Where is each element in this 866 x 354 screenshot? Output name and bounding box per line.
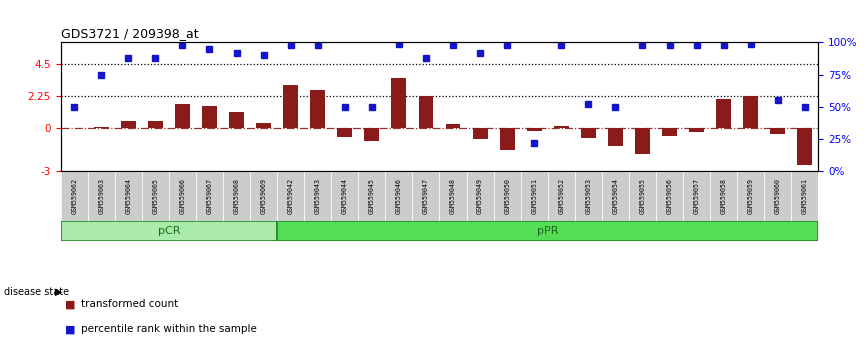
Text: percentile rank within the sample: percentile rank within the sample <box>81 324 256 334</box>
Bar <box>602 171 629 221</box>
Text: GSM559057: GSM559057 <box>694 178 700 214</box>
Bar <box>520 171 547 221</box>
Bar <box>391 78 406 129</box>
Text: GSM559048: GSM559048 <box>450 178 456 214</box>
Text: GSM559068: GSM559068 <box>234 178 240 214</box>
Bar <box>202 106 216 129</box>
Bar <box>656 171 683 221</box>
Text: transformed count: transformed count <box>81 299 178 309</box>
Bar <box>527 129 541 131</box>
Text: GSM559043: GSM559043 <box>314 178 320 214</box>
Bar <box>547 171 575 221</box>
Text: GSM559058: GSM559058 <box>721 178 727 214</box>
Bar <box>439 171 467 221</box>
Text: GSM559062: GSM559062 <box>71 178 77 214</box>
Bar <box>764 171 792 221</box>
Text: GSM559055: GSM559055 <box>639 178 645 214</box>
Bar <box>494 171 520 221</box>
Text: GSM559066: GSM559066 <box>179 178 185 214</box>
Bar <box>629 171 656 221</box>
Bar <box>310 90 325 129</box>
Text: GSM559046: GSM559046 <box>396 178 402 214</box>
Bar <box>121 120 136 129</box>
Text: GSM559065: GSM559065 <box>152 178 158 214</box>
Text: ■: ■ <box>65 324 75 334</box>
Text: GDS3721 / 209398_at: GDS3721 / 209398_at <box>61 27 198 40</box>
Text: GSM559060: GSM559060 <box>775 178 781 214</box>
Bar <box>61 171 87 221</box>
Text: GSM559052: GSM559052 <box>559 178 565 214</box>
Text: GSM559067: GSM559067 <box>206 178 212 214</box>
Text: GSM559069: GSM559069 <box>261 178 267 214</box>
Bar <box>142 171 169 221</box>
Bar <box>196 171 223 221</box>
Text: GSM559051: GSM559051 <box>531 178 537 214</box>
Bar <box>365 129 379 141</box>
Text: GSM559054: GSM559054 <box>612 178 618 214</box>
Bar <box>771 129 785 134</box>
Bar <box>385 171 412 221</box>
Bar <box>229 112 244 129</box>
Bar <box>283 85 298 129</box>
Text: GSM559045: GSM559045 <box>369 178 375 214</box>
Bar <box>114 171 142 221</box>
Text: pPR: pPR <box>537 226 559 236</box>
Bar <box>331 171 359 221</box>
Bar <box>223 171 250 221</box>
Bar <box>743 96 758 129</box>
Bar <box>575 171 602 221</box>
Text: GSM559047: GSM559047 <box>423 178 429 214</box>
Bar <box>792 171 818 221</box>
Bar <box>418 96 433 129</box>
Text: GSM559042: GSM559042 <box>288 178 294 214</box>
Text: GSM559061: GSM559061 <box>802 178 808 214</box>
Text: GSM559063: GSM559063 <box>98 178 104 214</box>
Bar <box>277 221 818 241</box>
Bar <box>256 124 271 129</box>
Bar <box>148 121 163 129</box>
Text: GSM559050: GSM559050 <box>504 178 510 214</box>
Text: pCR: pCR <box>158 226 180 236</box>
Bar <box>689 129 704 132</box>
Bar <box>554 126 569 129</box>
Bar <box>683 171 710 221</box>
Bar <box>737 171 764 221</box>
Text: disease state: disease state <box>4 287 69 297</box>
Bar <box>467 171 494 221</box>
Bar <box>608 129 623 146</box>
Bar <box>304 171 331 221</box>
Bar <box>61 221 277 241</box>
Bar <box>412 171 439 221</box>
Bar <box>500 129 514 150</box>
Bar <box>581 129 596 138</box>
Bar <box>446 124 461 129</box>
Bar <box>359 171 385 221</box>
Text: ▶: ▶ <box>55 287 62 297</box>
Text: GSM559044: GSM559044 <box>342 178 348 214</box>
Text: GSM559049: GSM559049 <box>477 178 483 214</box>
Bar <box>277 171 304 221</box>
Bar <box>716 99 731 129</box>
Bar <box>473 129 488 139</box>
Bar <box>798 129 812 165</box>
Text: GSM559056: GSM559056 <box>667 178 673 214</box>
Bar <box>662 129 677 136</box>
Bar <box>250 171 277 221</box>
Bar <box>67 128 81 129</box>
Text: GSM559064: GSM559064 <box>126 178 132 214</box>
Text: GSM559059: GSM559059 <box>747 178 753 214</box>
Bar <box>169 171 196 221</box>
Bar <box>94 127 108 129</box>
Bar <box>87 171 114 221</box>
Bar <box>635 129 650 154</box>
Bar <box>710 171 737 221</box>
Bar <box>338 129 352 137</box>
Bar <box>175 104 190 129</box>
Text: GSM559053: GSM559053 <box>585 178 591 214</box>
Text: ■: ■ <box>65 299 75 309</box>
